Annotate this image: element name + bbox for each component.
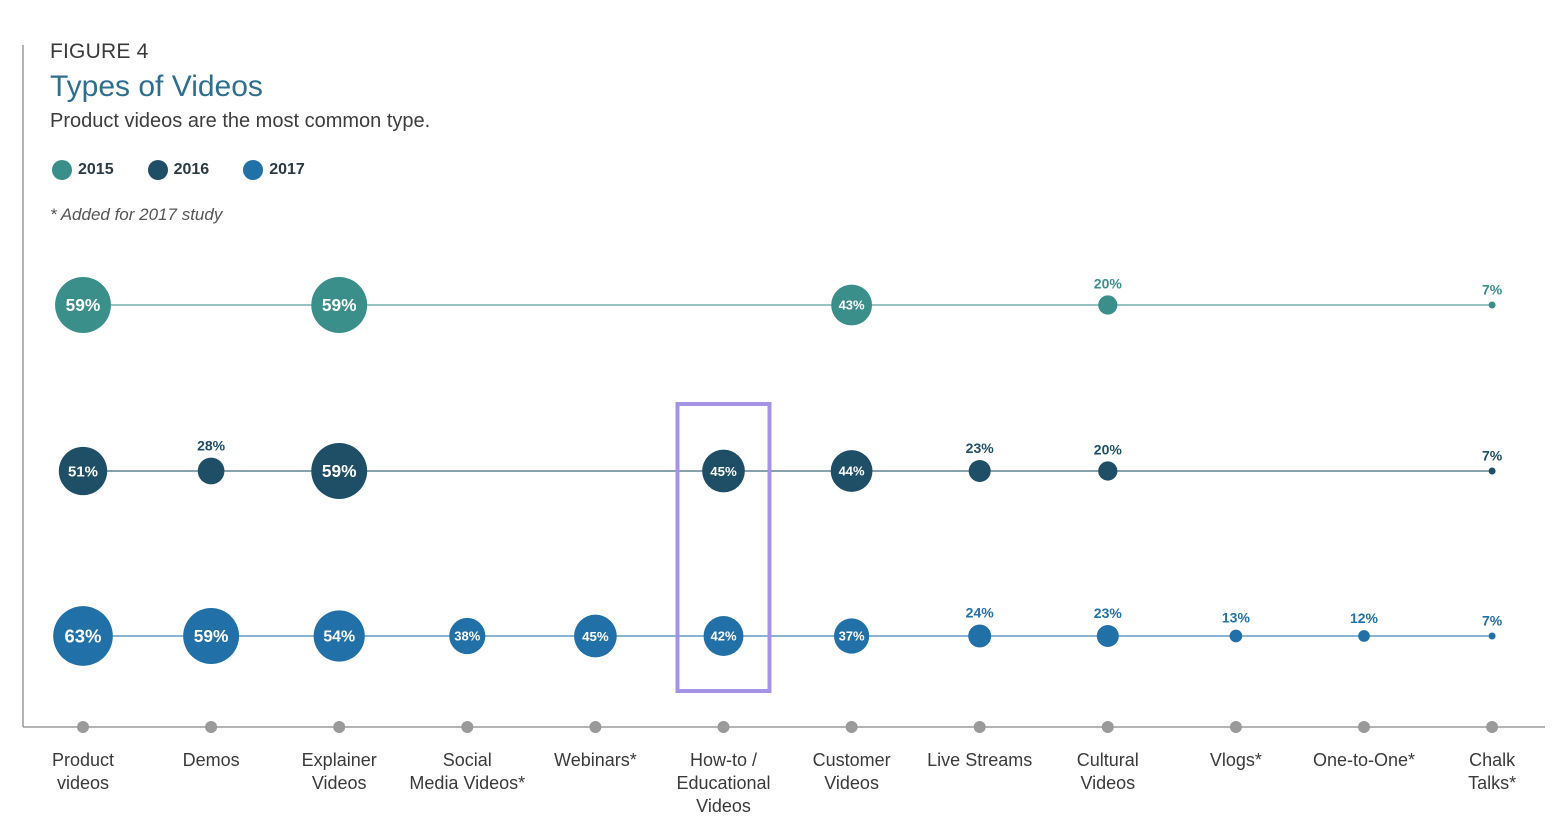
x-tick-dot bbox=[77, 721, 89, 733]
x-tick-label: Media Videos* bbox=[409, 773, 525, 793]
x-tick-label: Social bbox=[443, 750, 492, 770]
bubble-2017-chalk-talks bbox=[1488, 632, 1496, 640]
bubble-2016-chalk-talks bbox=[1488, 467, 1496, 475]
bubble-2016-live-streams bbox=[968, 459, 991, 483]
bubble-2016-explainer-videos bbox=[311, 443, 368, 499]
bubble-2017-webinars bbox=[574, 614, 617, 658]
x-tick-dot bbox=[205, 721, 218, 733]
legend-item-2015: 2015 bbox=[52, 160, 114, 180]
x-tick-dot bbox=[1101, 721, 1114, 733]
x-tick-dot bbox=[1229, 721, 1242, 733]
legend-label: 2016 bbox=[173, 161, 210, 178]
legend-label: 2015 bbox=[78, 161, 114, 178]
x-tick-dot bbox=[589, 721, 602, 733]
footnote: * Added for 2017 study bbox=[50, 205, 223, 224]
legend-swatch-2015 bbox=[52, 160, 72, 180]
x-tick-label: Webinars* bbox=[554, 750, 637, 770]
bubble-2017-explainer-videos bbox=[313, 610, 365, 662]
legend-item-2017: 2017 bbox=[243, 160, 305, 180]
data-label: 44% bbox=[839, 464, 865, 479]
bubble-2016-customer-videos bbox=[830, 450, 873, 492]
data-label: 23% bbox=[966, 440, 995, 456]
data-label: 20% bbox=[1094, 441, 1123, 457]
legend-label: 2017 bbox=[269, 161, 305, 178]
x-tick-label: Cultural bbox=[1077, 750, 1139, 770]
x-tick-label: Chalk bbox=[1469, 750, 1516, 770]
data-label: 45% bbox=[582, 629, 609, 644]
chart-title: Types of Videos bbox=[50, 70, 263, 103]
bubble-2017-live-streams bbox=[968, 624, 992, 648]
data-label: 12% bbox=[1350, 610, 1379, 626]
x-tick-label: Videos bbox=[696, 796, 751, 816]
x-tick-dot bbox=[1486, 721, 1499, 733]
bubble-2015-customer-videos bbox=[831, 284, 873, 326]
bubble-2015-explainer-videos bbox=[311, 277, 368, 333]
legend-item-2016: 2016 bbox=[147, 160, 210, 180]
x-tick-label: Demos bbox=[183, 750, 240, 770]
data-label: 45% bbox=[710, 464, 737, 479]
data-label: 59% bbox=[322, 295, 357, 315]
bubble-2017-social-media-videos bbox=[449, 617, 486, 655]
x-tick-dot bbox=[845, 721, 858, 733]
data-label: 7% bbox=[1482, 282, 1503, 298]
bubble-2017-how-to-educational-videos bbox=[703, 616, 744, 656]
x-tick-dot bbox=[461, 721, 474, 733]
x-tick-label: Customer bbox=[813, 750, 891, 770]
data-label: 13% bbox=[1222, 610, 1251, 626]
x-tick-label: Live Streams bbox=[927, 750, 1032, 770]
x-tick-label: Videos bbox=[824, 773, 879, 793]
x-tick-label: videos bbox=[57, 773, 109, 793]
x-tick-dot bbox=[973, 721, 986, 733]
bubble-2017-product-videos bbox=[53, 606, 113, 666]
legend-swatch-2016 bbox=[147, 160, 168, 180]
data-label: 7% bbox=[1482, 613, 1503, 629]
data-label: 51% bbox=[68, 463, 98, 480]
bubble-2017-demos bbox=[183, 608, 240, 664]
data-label: 7% bbox=[1482, 448, 1503, 464]
data-label: 24% bbox=[966, 605, 995, 621]
legend-swatch-2017 bbox=[243, 160, 264, 180]
bubble-2017-one-to-one bbox=[1358, 630, 1370, 642]
x-tick-label: Talks* bbox=[1468, 773, 1516, 793]
data-label: 59% bbox=[322, 461, 357, 481]
x-tick-label: Videos bbox=[1080, 773, 1135, 793]
data-label: 28% bbox=[197, 438, 226, 454]
x-tick-dot bbox=[1358, 721, 1370, 733]
bubble-2016-product-videos bbox=[58, 446, 108, 496]
x-tick-label: Videos bbox=[312, 773, 367, 793]
x-tick-dot bbox=[333, 721, 346, 733]
x-tick-label: Educational bbox=[676, 773, 770, 793]
chart-subtitle: Product videos are the most common type. bbox=[50, 110, 431, 132]
data-label: 23% bbox=[1094, 605, 1123, 621]
bubble-2016-how-to-educational-videos bbox=[702, 449, 745, 493]
figure-label: FIGURE 4 bbox=[50, 40, 149, 63]
data-label: 54% bbox=[323, 629, 355, 646]
data-label: 42% bbox=[710, 629, 736, 644]
data-label: 37% bbox=[839, 629, 865, 644]
bubble-2016-demos bbox=[197, 457, 225, 485]
data-label: 63% bbox=[65, 626, 102, 647]
bubble-2017-customer-videos bbox=[834, 618, 870, 654]
data-label: 43% bbox=[839, 298, 865, 313]
bubble-2015-cultural-videos bbox=[1098, 295, 1118, 315]
data-label: 38% bbox=[454, 629, 480, 644]
data-label: 59% bbox=[66, 295, 101, 315]
x-tick-dot bbox=[717, 721, 730, 733]
x-tick-label: Vlogs* bbox=[1210, 750, 1262, 770]
bubble-2016-cultural-videos bbox=[1098, 461, 1118, 481]
legend: 2015 2016 2017 bbox=[52, 160, 339, 180]
x-tick-label: One-to-One* bbox=[1313, 750, 1415, 770]
bubble-2017-vlogs bbox=[1229, 629, 1243, 643]
bubble-2015-product-videos bbox=[55, 277, 111, 333]
bubble-2017-cultural-videos bbox=[1096, 624, 1119, 648]
data-label: 59% bbox=[194, 626, 229, 646]
bubble-2015-chalk-talks bbox=[1488, 301, 1496, 309]
x-tick-label: Product bbox=[52, 750, 114, 770]
x-tick-label: How-to / bbox=[690, 750, 757, 770]
x-tick-label: Explainer bbox=[302, 750, 377, 770]
highlight-box bbox=[675, 402, 772, 693]
data-label: 20% bbox=[1094, 275, 1123, 291]
chart-header: FIGURE 4 Types of Videos Product videos … bbox=[50, 40, 430, 133]
